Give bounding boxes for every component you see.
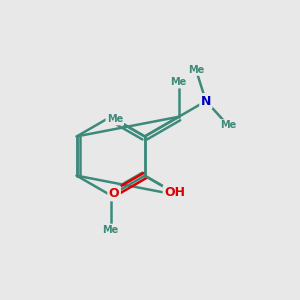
Text: Me: Me (188, 65, 204, 75)
Text: N: N (201, 94, 211, 108)
Text: O: O (109, 187, 119, 200)
Text: Me: Me (107, 114, 123, 124)
Text: OH: OH (164, 186, 185, 200)
Text: Me: Me (220, 120, 236, 130)
Text: Me: Me (103, 225, 119, 235)
Text: O: O (173, 189, 184, 202)
Text: Me: Me (171, 77, 187, 87)
